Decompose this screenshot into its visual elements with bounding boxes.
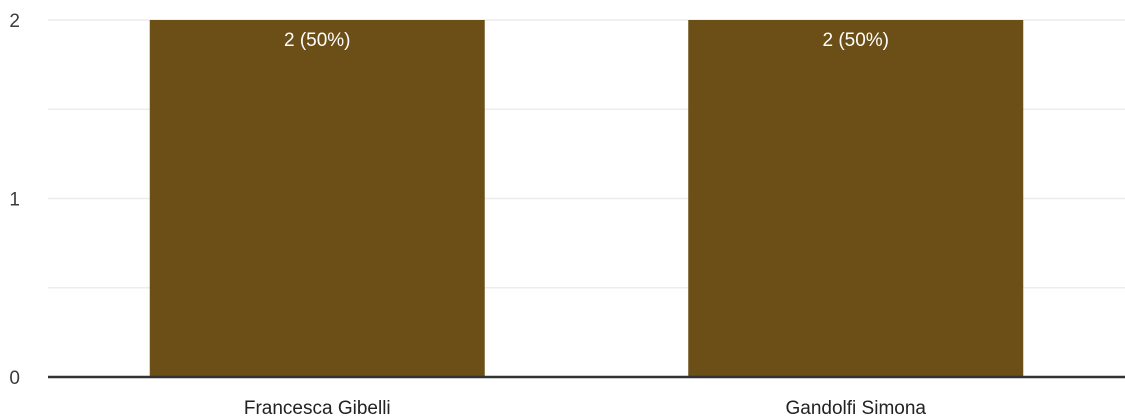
y-tick-label: 2 (9, 11, 20, 32)
bar (149, 20, 485, 377)
y-tick-label: 1 (9, 190, 20, 211)
bar (688, 20, 1024, 377)
labels: 0 1 2 2 (50%) Francesca Gibelli 2 (50%) Gandol… (9, 11, 926, 418)
x-category-label: Gandolfi Simona (786, 398, 927, 418)
x-category-label: Francesca Gibelli (244, 398, 391, 418)
y-tick-label: 0 (9, 368, 20, 389)
bars (149, 20, 1024, 377)
data-label: 2 (50%) (284, 30, 351, 51)
data-label: 2 (50%) (822, 30, 889, 51)
